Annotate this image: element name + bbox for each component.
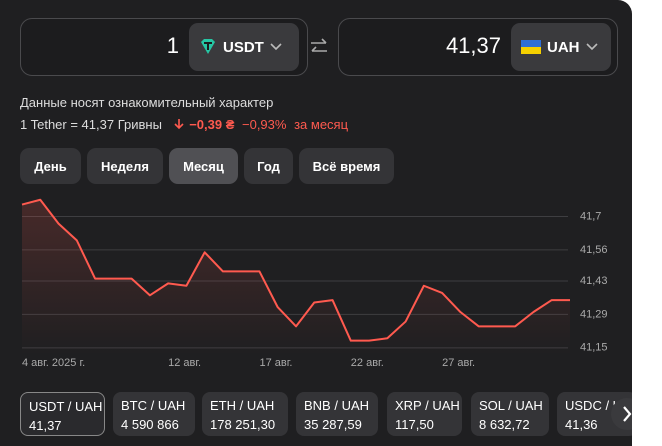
- ticker-tile[interactable]: SOL / UAH 8 632,72: [471, 392, 549, 436]
- ticker-price: 41,36: [565, 417, 598, 432]
- line: [21, 198, 570, 342]
- from-amount: 1: [166, 33, 179, 58]
- ticker-tile[interactable]: ETH / UAH 178 251,30: [202, 392, 288, 436]
- to-input[interactable]: 41,37 UAH: [338, 18, 618, 76]
- rate-change: −0,39 ₴: [189, 117, 235, 132]
- chevron: [585, 43, 598, 51]
- ticker-tile[interactable]: BNB / UAH 35 287,59: [296, 392, 378, 436]
- usdt-icon: [201, 39, 215, 54]
- ticker-price: 117,50: [395, 417, 434, 432]
- widget: 1 USDT 41,37 UAH Данные носят ознакомите…: [0, 0, 632, 446]
- x-tick-label: 12 авг.: [168, 357, 201, 369]
- ticker-price: 8 632,72: [479, 417, 530, 432]
- rate-text: 1 Tether = 41,37 Гривны: [20, 117, 162, 132]
- rate-line: 1 Tether = 41,37 Гривны −0,39 ₴ −0,93% з…: [20, 117, 348, 132]
- y-tick-label: 41,43: [580, 275, 608, 287]
- period-button[interactable]: Всё время: [299, 148, 394, 184]
- to-currency[interactable]: UAH: [511, 23, 611, 71]
- y-tick-label: 41,29: [580, 308, 608, 320]
- chart: 41,15 41,29 41,43 41,56 41,7 4 авг. 2025 г. 12…: [21, 198, 608, 369]
- ticker-tile[interactable]: BTC / UAH 4 590 866: [113, 392, 195, 436]
- ticker-tile[interactable]: USDT / UAH 41,37: [20, 392, 105, 436]
- x-tick-label: 22 авг.: [351, 357, 384, 369]
- ticker-pair: ETH / UAH: [210, 398, 275, 413]
- ticker-price: 35 287,59: [304, 417, 362, 432]
- ticker-pair: XRP / UAH: [395, 398, 460, 413]
- ticker-pair: BNB / UAH: [304, 398, 370, 413]
- chevron: [270, 43, 282, 51]
- ticker-price: 4 590 866: [121, 417, 179, 432]
- ticker-price: 41,37: [29, 418, 62, 433]
- y-tick-label: 41,15: [580, 342, 608, 354]
- x-tick-label: 17 авг.: [259, 357, 292, 369]
- line-area: [22, 199, 570, 355]
- period-button[interactable]: Неделя: [87, 148, 163, 184]
- swap-icon[interactable]: [309, 38, 329, 56]
- from-input[interactable]: 1 USDT: [20, 18, 308, 76]
- down-arrow: [173, 119, 184, 130]
- ticker-pair: USDT / UAH: [29, 399, 103, 414]
- period-button[interactable]: День: [20, 148, 81, 184]
- ticker-price: 178 251,30: [210, 417, 276, 432]
- to-currency-label: UAH: [547, 38, 580, 56]
- period-button[interactable]: Месяц: [169, 148, 238, 184]
- disclaimer: Данные носят ознакомительный характер: [20, 95, 274, 110]
- period-button[interactable]: Год: [244, 148, 293, 184]
- x-tick-label: 27 авг.: [442, 357, 475, 369]
- rate-period: за месяц: [294, 117, 349, 132]
- ticker-tile[interactable]: XRP / UAH 117,50: [387, 392, 462, 436]
- x-tick-label: 4 авг. 2025 г.: [22, 357, 85, 369]
- ticker-pair: BTC / UAH: [121, 398, 186, 413]
- next-button[interactable]: [611, 398, 632, 430]
- y-tick-label: 41,7: [580, 210, 601, 222]
- y-tick-label: 41,56: [580, 244, 608, 256]
- from-currency-label: USDT: [223, 38, 264, 56]
- rate-change-percent: −0,93%: [242, 117, 287, 132]
- ticker-pair: SOL / UAH: [479, 398, 543, 413]
- from-currency[interactable]: USDT: [189, 23, 299, 71]
- to-amount: 41,37: [445, 33, 501, 58]
- next-icon: [623, 406, 632, 422]
- flag-icon: [521, 40, 541, 54]
